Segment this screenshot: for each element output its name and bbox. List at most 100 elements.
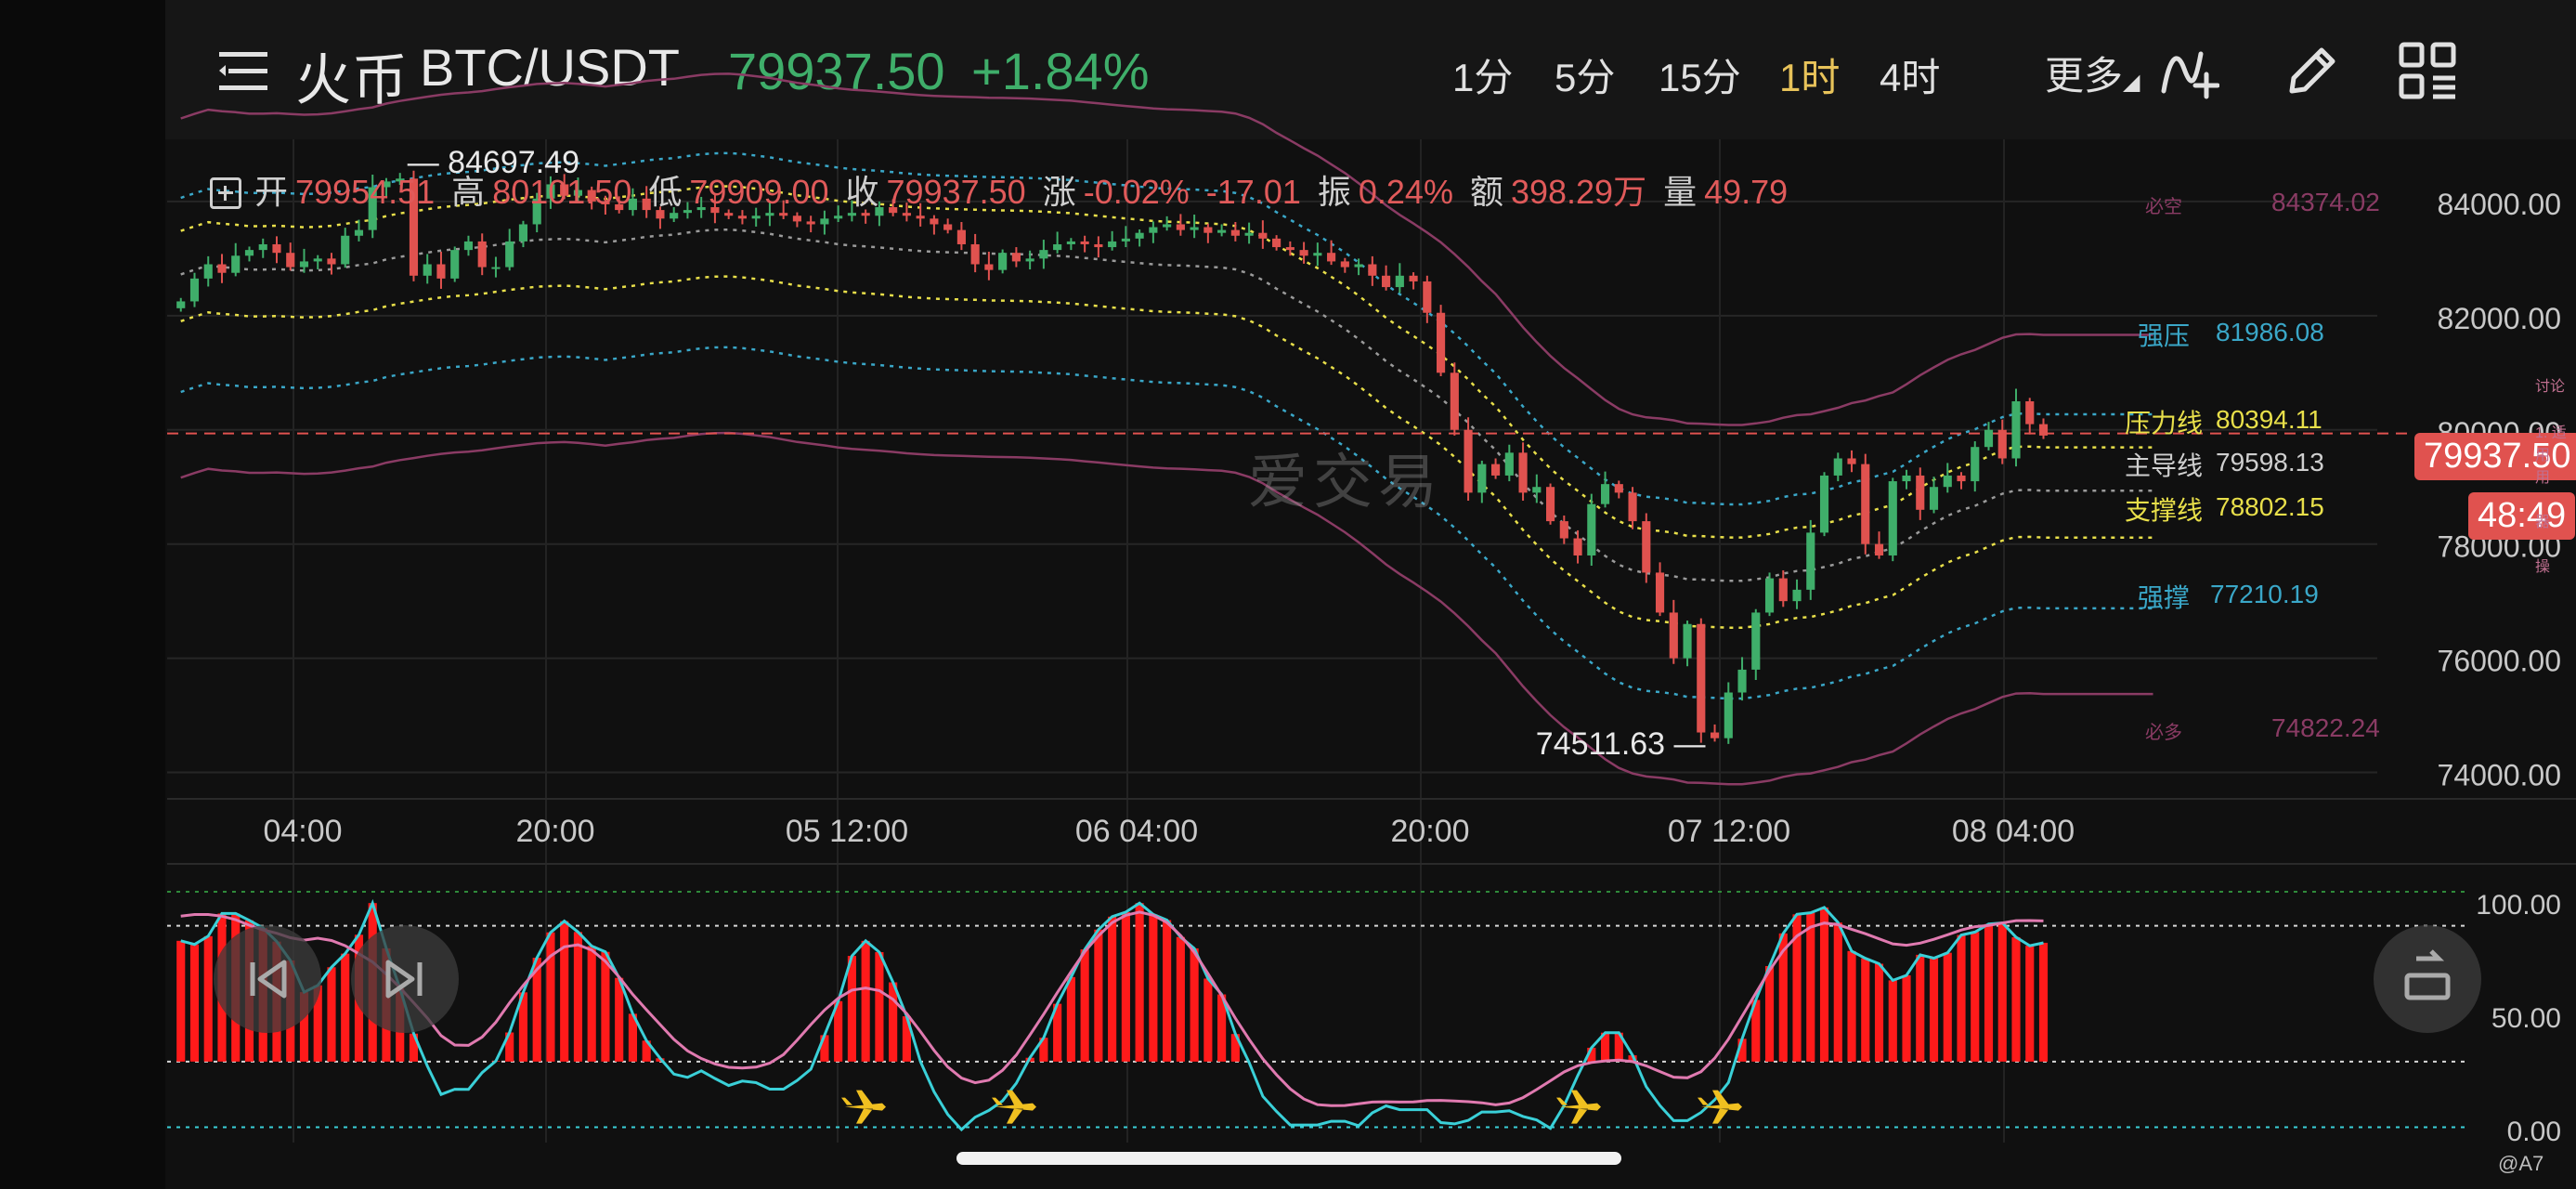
tab-15min[interactable]: 15分: [1659, 56, 1741, 99]
volume-label: 量: [1663, 173, 1698, 211]
more-label: 更多: [2045, 54, 2124, 98]
side-label-apply: 1. 适用: [2535, 425, 2567, 464]
candle-body: [1272, 238, 1281, 248]
candle-body: [1833, 458, 1842, 476]
osc-bar: [834, 1000, 843, 1062]
candle-body: [1121, 238, 1130, 242]
tab-4hour[interactable]: 4时: [1880, 56, 1941, 99]
candle-body: [1368, 264, 1377, 276]
osc-bar: [861, 940, 870, 1062]
osc-bar: [560, 921, 569, 1062]
rotate-screen-button[interactable]: [2374, 925, 2481, 1033]
time-axis-label: 07 12:00: [1668, 814, 1790, 849]
osc-bar: [1833, 922, 1842, 1062]
candle-body: [1053, 243, 1062, 251]
candle-body: [1614, 484, 1623, 493]
level-name-resistance: 压力线: [2125, 409, 2204, 438]
candle-body: [834, 216, 843, 219]
exchange-name[interactable]: 火币: [295, 49, 409, 111]
osc-bar: [203, 935, 213, 1062]
candle-body: [1724, 692, 1733, 738]
low-label: 低: [648, 173, 683, 211]
candle-body: [820, 218, 829, 225]
level-value-strong-support: 77210.19: [2210, 580, 2319, 608]
amplitude-label: 振: [1317, 173, 1351, 211]
candle-body: [1382, 275, 1391, 288]
level-value-strong-resist: 81986.08: [2216, 318, 2324, 346]
candle-body: [1450, 372, 1459, 430]
candle-body: [477, 241, 487, 268]
level-value-must-short: 84374.02: [2271, 188, 2380, 216]
change-label: 涨: [1042, 173, 1076, 211]
candle-body: [272, 243, 281, 254]
candle-body: [189, 278, 200, 302]
low-value: 79909.00: [689, 173, 829, 211]
candle-body: [1354, 264, 1363, 268]
osc-bar: [1778, 933, 1788, 1062]
band-must-long: [180, 431, 2153, 786]
level-value-main: 79598.13: [2216, 448, 2324, 477]
candle-body: [1327, 253, 1336, 262]
candle-body: [546, 184, 555, 199]
osc-bar: [1149, 914, 1158, 1062]
layout-grid-icon[interactable]: [2398, 41, 2457, 100]
step-forward-button[interactable]: [351, 925, 459, 1033]
osc-bar: [1737, 1039, 1747, 1062]
home-indicator[interactable]: [956, 1152, 1621, 1165]
step-back-button[interactable]: [214, 925, 321, 1033]
osc-bar: [327, 967, 336, 1062]
candle-body: [258, 243, 267, 251]
expand-plus-icon[interactable]: [210, 177, 241, 209]
osc-bar: [1121, 911, 1130, 1062]
osc-bar: [1108, 916, 1117, 1062]
menu-icon[interactable]: [219, 48, 271, 95]
candle-body: [409, 178, 419, 276]
osc-bar: [1190, 947, 1199, 1062]
candle-body: [1464, 429, 1473, 493]
osc-bar: [1135, 903, 1144, 1062]
turnover-value: 398.29万: [1510, 173, 1647, 211]
candle-body: [1437, 312, 1446, 373]
side-label-discuss[interactable]: 讨论: [2535, 379, 2566, 395]
level-name-strong-support: 强撑: [2138, 583, 2191, 612]
skip-back-icon: [250, 960, 287, 999]
candle-body: [1108, 241, 1117, 248]
candle-body: [560, 184, 569, 196]
osc-axis-label-50: 50.00: [2491, 1003, 2561, 1034]
candle-body: [573, 189, 583, 196]
trading-pair[interactable]: BTC/USDT: [420, 38, 680, 97]
candle-body: [1094, 243, 1103, 248]
candle-body: [1532, 487, 1542, 493]
change-abs: -17.01: [1205, 173, 1301, 211]
candle-body: [1792, 589, 1802, 602]
osc-bar: [1764, 966, 1775, 1062]
osc-bar: [2025, 946, 2035, 1062]
osc-bar: [1916, 954, 1925, 1062]
price-axis-label: 74000.00: [2438, 759, 2561, 792]
tab-1hour[interactable]: 1时: [1779, 56, 1841, 99]
osc-bar: [1217, 994, 1227, 1062]
more-timeframes-button[interactable]: 更多◢: [2045, 45, 2140, 101]
osc-bar: [889, 982, 898, 1062]
candle-body: [1258, 232, 1268, 239]
candle-body: [1135, 232, 1144, 239]
osc-bar: [1806, 912, 1815, 1062]
candle-body: [244, 250, 254, 256]
tab-5min[interactable]: 5分: [1555, 56, 1616, 99]
candle-body: [847, 213, 856, 216]
ohlc-info-bar: 开 79954.51 高 80101.50 低 79909.00 收 79937.50 涨 -0.…: [210, 165, 1804, 214]
time-axis-label: 20:00: [1390, 814, 1469, 849]
candle-body: [1423, 281, 1432, 313]
tab-1min[interactable]: 1分: [1452, 56, 1514, 99]
candle-body: [806, 221, 815, 225]
osc-d-line: [180, 910, 2044, 1107]
osc-bar: [505, 1032, 514, 1062]
osc-bar: [573, 932, 583, 1062]
pencil-icon[interactable]: [2283, 41, 2342, 100]
osc-bar: [546, 932, 555, 1062]
price-axis-label: 76000.00: [2438, 645, 2561, 678]
candle-body: [1149, 227, 1158, 233]
indicator-draw-icon[interactable]: [2160, 41, 2219, 100]
osc-bar: [1053, 1003, 1062, 1062]
osc-bar: [1984, 923, 1994, 1062]
